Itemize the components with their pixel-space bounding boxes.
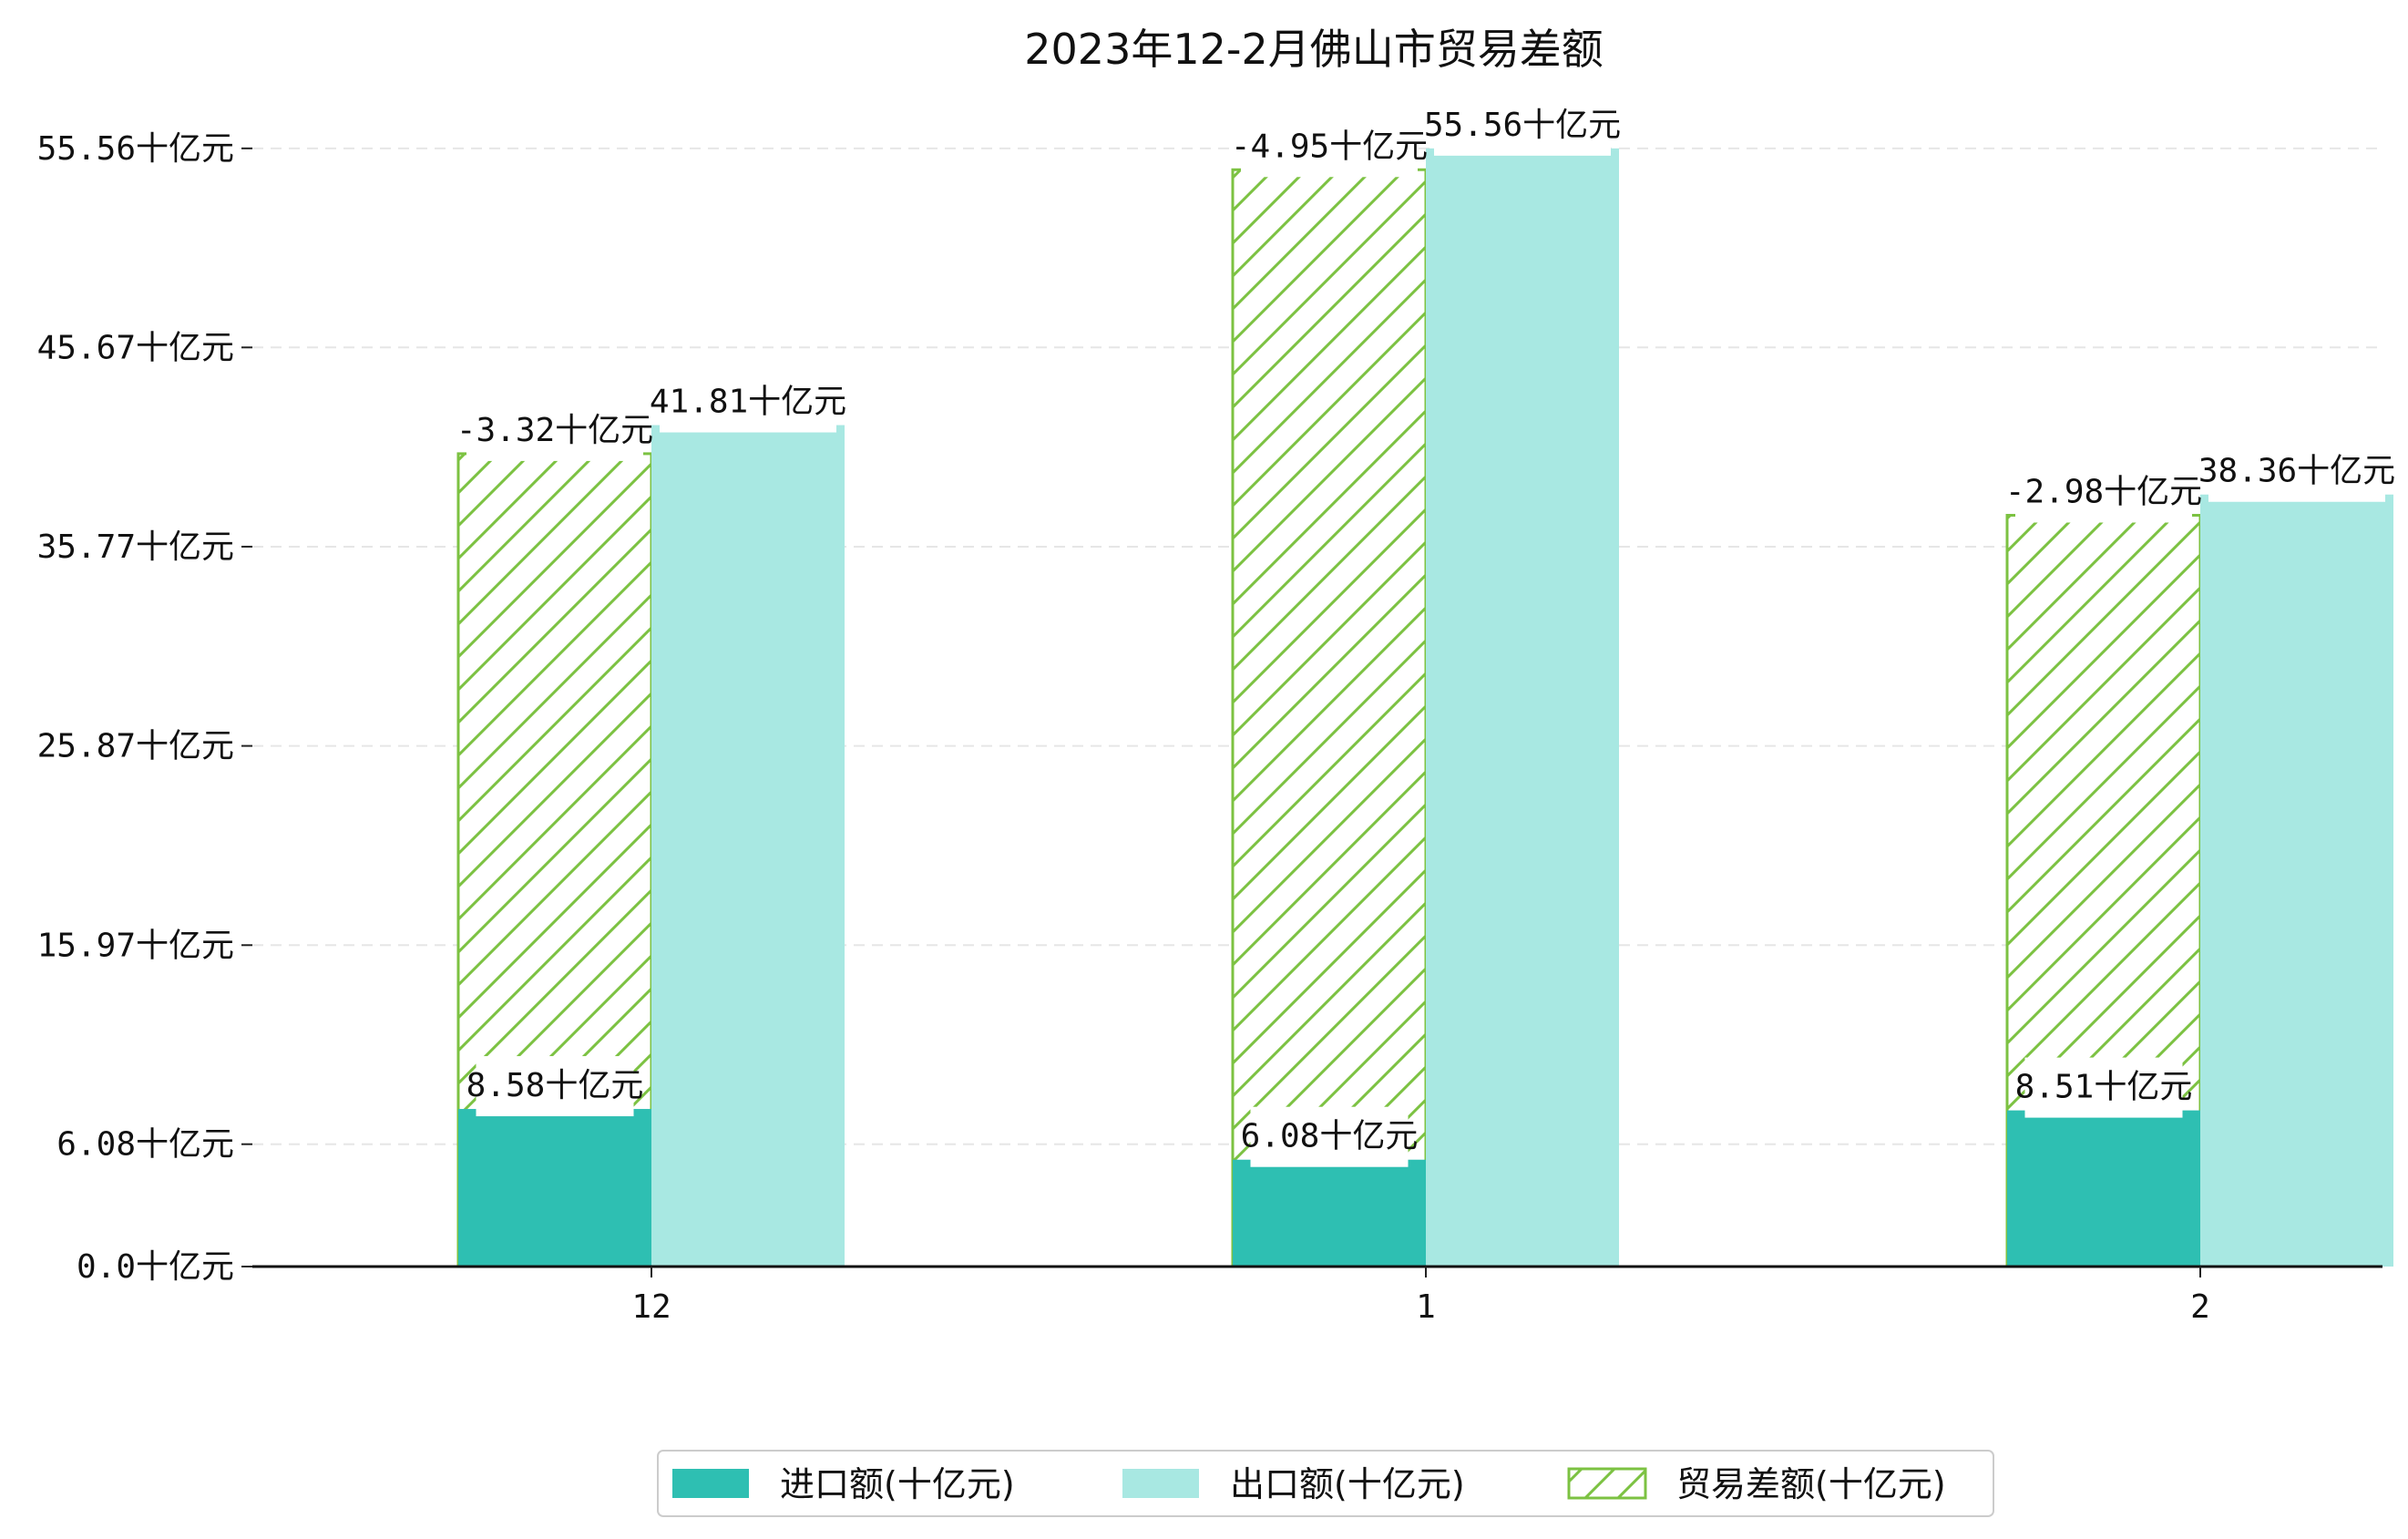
chart-title: 2023年12-2月佛山市贸易差额 xyxy=(1024,25,1603,74)
x-tick-label: 1 xyxy=(1416,1288,1436,1326)
import-bar xyxy=(458,1109,651,1267)
x-tick-label: 12 xyxy=(631,1288,671,1326)
balance-value-label-bg xyxy=(1241,117,1418,178)
legend-item-balance-label: 贸易差额(十亿元) xyxy=(1676,1464,1946,1504)
y-tick-label: 55.56十亿元 xyxy=(37,130,234,168)
export-value-label: 38.36十亿元 xyxy=(2198,453,2395,490)
export-bar xyxy=(1426,148,1619,1267)
export-value-label: 55.56十亿元 xyxy=(1424,107,1621,144)
import-bar xyxy=(1233,1159,1426,1267)
x-tick-label: 2 xyxy=(2190,1288,2210,1326)
export-value-label-bg xyxy=(2208,441,2385,502)
balance-value-label-bg xyxy=(466,400,643,461)
balance-bar xyxy=(1231,168,1428,1268)
export-bar xyxy=(2200,494,2393,1267)
export-value-label-bg xyxy=(1434,95,1611,156)
axes: 0.0十亿元 6.08十亿元 15.97十亿元 25.87十亿元 35.77十亿元 45.… xyxy=(37,130,2382,1326)
legend-box xyxy=(657,1450,1994,1517)
y-tick-label: 25.87十亿元 xyxy=(37,728,234,765)
balance-value-label-bg xyxy=(2015,462,2192,523)
export-value-label: 41.81十亿元 xyxy=(650,384,846,421)
legend-item-import-swatch xyxy=(672,1469,749,1498)
legend: 进口额(十亿元) 出口额(十亿元) 贸易差额(十亿元) xyxy=(657,1450,1994,1517)
legend-item-import-label: 进口额(十亿元) xyxy=(780,1464,1015,1504)
balance-value-label: -2.98十亿元 xyxy=(2005,473,2202,510)
y-tick-label: 35.77十亿元 xyxy=(37,528,234,566)
y-tick-label: 0.0十亿元 xyxy=(77,1248,234,1286)
export-bar xyxy=(651,425,845,1267)
data-labels: 41.81十亿元-3.32十亿元 8.58十亿元 55.56十亿元-4.95十亿元 6… xyxy=(456,95,2395,1167)
export-value-label-bg xyxy=(660,372,836,433)
y-tick-label: 6.08十亿元 xyxy=(56,1126,234,1164)
balance-value-label: -4.95十亿元 xyxy=(1231,128,1428,165)
y-tick-label: 15.97十亿元 xyxy=(37,927,234,964)
import-value-label: 6.08十亿元 xyxy=(1241,1118,1419,1155)
import-value-label-bg xyxy=(1250,1106,1409,1167)
import-value-label: 8.58十亿元 xyxy=(466,1067,644,1104)
import-value-label: 8.51十亿元 xyxy=(2015,1069,2193,1106)
balance-value-label: -3.32十亿元 xyxy=(456,412,653,449)
bars xyxy=(456,148,2393,1268)
import-value-label-bg xyxy=(2024,1057,2183,1118)
import-value-label-bg xyxy=(476,1056,634,1117)
legend-item-balance-swatch xyxy=(1567,1467,1647,1500)
legend-item-export-label: 出口额(十亿元) xyxy=(1230,1464,1465,1504)
legend-item-export-swatch xyxy=(1122,1469,1199,1498)
y-tick-label: 45.67十亿元 xyxy=(37,329,234,366)
import-bar xyxy=(2007,1110,2200,1267)
